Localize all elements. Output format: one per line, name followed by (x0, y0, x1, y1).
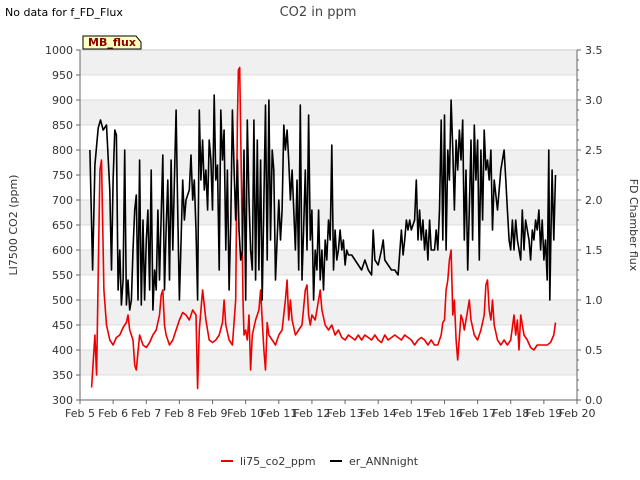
x-tick-label: Feb 10 (227, 407, 264, 420)
left-axis-title: LI7500 CO2 (ppm) (7, 175, 20, 276)
right-tick-label: 1.5 (585, 244, 603, 257)
left-axis: 300 350 400 450 500 550 600 650 700 750 800 850 900 9… (45, 44, 81, 407)
left-tick-label: 450 (52, 319, 73, 332)
x-tick-label: Feb 5 (65, 407, 95, 420)
chart-title: CO2 in ppm (280, 5, 357, 20)
x-tick-label: Feb 20 (559, 407, 596, 420)
left-tick-label: 950 (52, 69, 73, 82)
right-tick-label: 3.5 (585, 44, 603, 57)
x-tick-label: Feb 16 (426, 407, 463, 420)
left-tick-label: 400 (52, 344, 73, 357)
legend-label-li75: li75_co2_ppm (240, 455, 316, 468)
grid-band (80, 100, 577, 125)
left-tick-label: 500 (52, 294, 73, 307)
x-tick-label: Feb 15 (393, 407, 430, 420)
right-tick-label: 2.0 (585, 194, 603, 207)
left-tick-label: 300 (52, 394, 73, 407)
left-tick-label: 350 (52, 369, 73, 382)
left-tick-label: 650 (52, 219, 73, 232)
right-axis: 0.0 0.5 1.0 1.5 2.0 2.5 3.0 3.5 (576, 44, 603, 407)
mb-flux-badge: MB_flux (82, 35, 142, 50)
x-tick-label: Feb 19 (525, 407, 562, 420)
grid-band (80, 50, 577, 75)
left-tick-label: 600 (52, 244, 73, 257)
left-tick-label: 550 (52, 269, 73, 282)
left-tick-label: 800 (52, 144, 73, 157)
grid-band (80, 300, 577, 325)
legend: li75_co2_ppm er_ANNnight (221, 455, 419, 468)
x-tick-label: Feb 11 (260, 407, 297, 420)
x-tick-label: Feb 7 (131, 407, 161, 420)
grid-band (80, 350, 577, 375)
left-tick-label: 1000 (45, 44, 73, 57)
x-tick-label: Feb 17 (459, 407, 496, 420)
left-tick-label: 700 (52, 194, 73, 207)
x-tick-label: Feb 18 (492, 407, 529, 420)
left-tick-label: 900 (52, 94, 73, 107)
series-ann-line (89, 94, 557, 311)
left-tick-label: 750 (52, 169, 73, 182)
x-tick-label: Feb 12 (293, 407, 330, 420)
mb-flux-badge-label: MB_flux (88, 36, 136, 49)
x-tick-label: Feb 13 (327, 407, 364, 420)
right-tick-label: 0.5 (585, 344, 603, 357)
series-layer (89, 66, 557, 390)
grid-bands (80, 50, 577, 375)
x-tick-label: Feb 6 (98, 407, 128, 420)
series-li75-line (90, 66, 557, 390)
right-tick-label: 0.0 (585, 394, 603, 407)
x-tick-label: Feb 9 (198, 407, 228, 420)
right-tick-label: 1.0 (585, 294, 603, 307)
legend-label-ann: er_ANNnight (349, 455, 419, 468)
right-axis-title: FD Chamber flux (627, 179, 640, 272)
x-tick-label: Feb 14 (360, 407, 397, 420)
left-tick-label: 850 (52, 119, 73, 132)
right-tick-label: 3.0 (585, 94, 603, 107)
x-tick-label: Feb 8 (164, 407, 194, 420)
no-data-message: No data for f_FD_Flux (5, 6, 123, 19)
right-tick-label: 2.5 (585, 144, 603, 157)
grid-band (80, 250, 577, 275)
